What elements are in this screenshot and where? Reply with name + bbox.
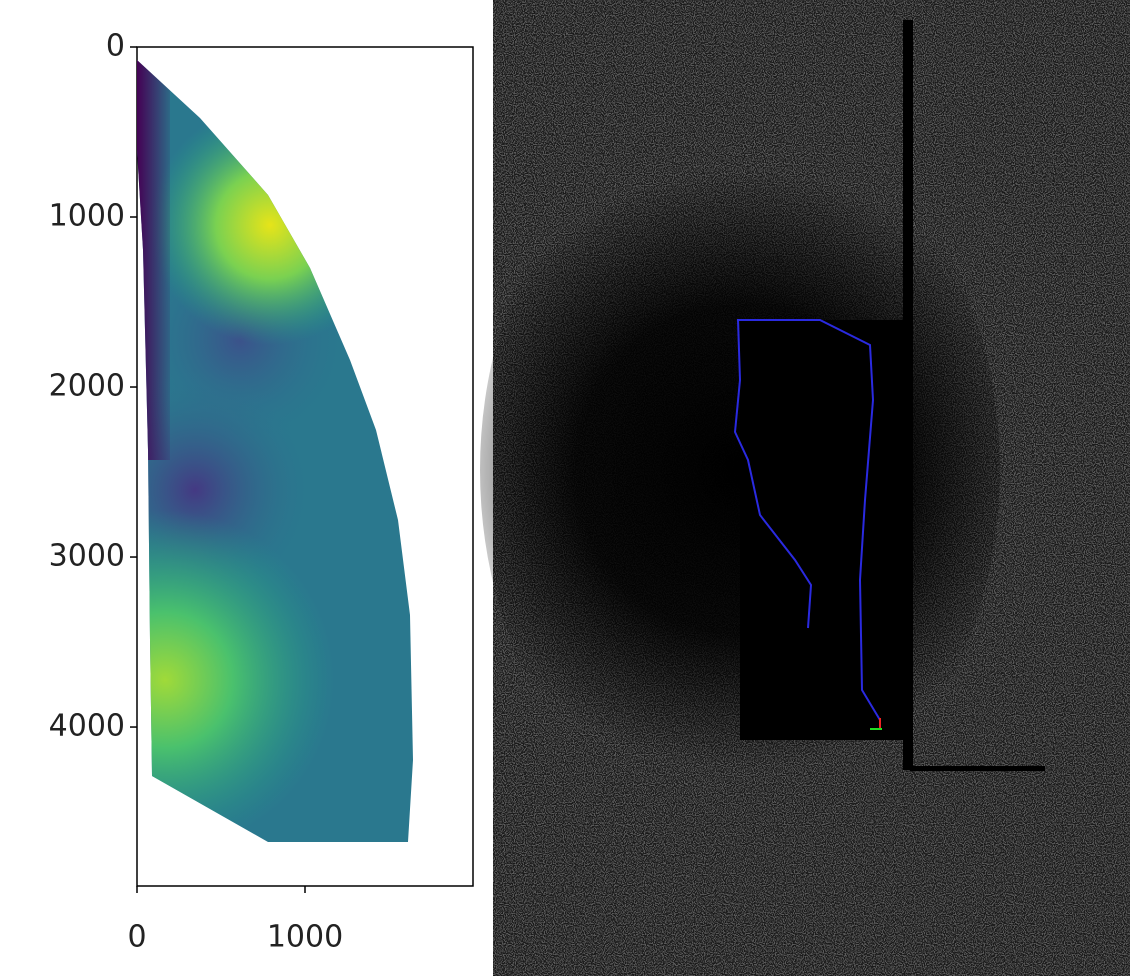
- x-tick-label: 0: [127, 920, 146, 955]
- occupancy-map: [480, 0, 1130, 976]
- y-tick-label: 1000: [49, 199, 125, 234]
- y-tick-label: 3000: [49, 539, 125, 574]
- y-tick-label: 4000: [49, 709, 125, 744]
- x-tick-label: 1000: [267, 920, 343, 955]
- y-tick-label: 0: [106, 29, 125, 64]
- y-tick-label: 2000: [49, 369, 125, 404]
